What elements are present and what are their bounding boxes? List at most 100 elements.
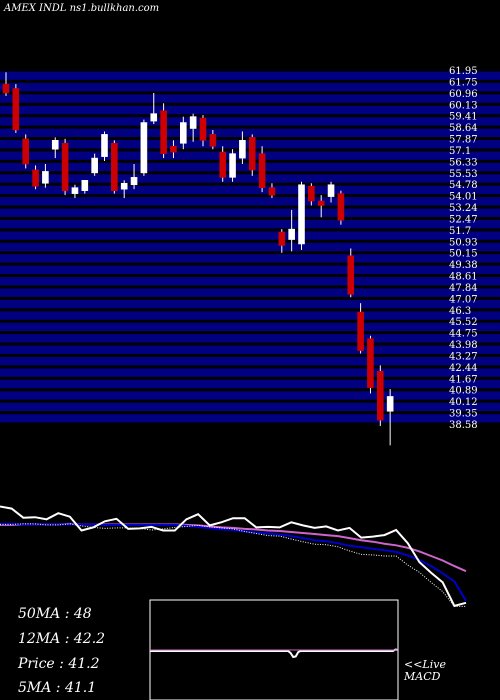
price-level-label: 57.1: [449, 146, 471, 157]
macd-label-line1: <<Live: [404, 658, 446, 671]
candlesticks: [2, 72, 394, 446]
candle-up: [386, 396, 394, 412]
candle-down: [278, 231, 286, 246]
price-stat: Price : 41.2: [18, 656, 100, 672]
price-level-label: 50.15: [449, 249, 478, 260]
candle-down: [376, 370, 384, 421]
price-band: [0, 391, 500, 400]
candle-up: [239, 140, 246, 159]
price-band: [0, 117, 500, 126]
ma5-line: [0, 523, 466, 607]
price-band: [0, 322, 500, 332]
candle-up: [150, 113, 158, 122]
ma5-stat: 5MA : 41.1: [18, 680, 97, 696]
ma12-line: [0, 522, 467, 602]
macd-line: [150, 648, 399, 659]
price-level-label: 55.53: [449, 169, 478, 180]
macd-label: <<Live MACD: [404, 659, 446, 683]
price-band: [0, 254, 500, 263]
price-band: [0, 288, 500, 297]
price-level-label: 47.84: [449, 283, 478, 294]
price-level-label: 46.3: [449, 306, 471, 317]
price-level-label: 45.52: [449, 317, 478, 328]
candle-up: [120, 182, 128, 190]
candle-up: [229, 153, 236, 178]
price-band: [0, 414, 500, 423]
price-level-label: 43.98: [449, 340, 478, 351]
price-level-label: 52.47: [449, 214, 478, 225]
price-level-label: 54.01: [449, 192, 478, 203]
price-level-label: 40.12: [449, 397, 478, 408]
candle-down: [61, 142, 69, 191]
price-band: [0, 82, 500, 92]
candle-up: [81, 179, 89, 191]
candle-up: [298, 184, 305, 245]
price-level-label: 56.33: [449, 157, 478, 168]
price-band: [0, 356, 500, 366]
price-level-label: 49.38: [449, 260, 478, 271]
price-level-label: 42.44: [449, 363, 478, 374]
price-level-label: 60.13: [449, 100, 478, 111]
price-level-label: 54.78: [449, 180, 478, 191]
macd-panel: [149, 599, 399, 700]
candle-down: [357, 311, 364, 351]
candle-down: [367, 338, 374, 388]
candle-up: [71, 187, 79, 194]
price-band: [0, 368, 500, 377]
macd-label-line2: MACD: [404, 670, 441, 683]
price-level-label: 53.24: [449, 203, 478, 214]
price-level-label: 39.35: [449, 409, 478, 420]
price-level-label: 57.87: [449, 135, 478, 146]
price-band: [0, 379, 500, 389]
candle-down: [111, 142, 118, 191]
price-band: [0, 402, 500, 412]
candle-down: [2, 83, 10, 94]
price-band: [0, 128, 500, 138]
candle-down: [308, 185, 315, 202]
candle-down: [258, 153, 266, 189]
price-level-label: 61.95: [449, 66, 478, 77]
candle-up: [101, 134, 108, 157]
price-level-label: 58.64: [449, 123, 478, 134]
price-band: [0, 277, 500, 286]
candle-down: [268, 187, 276, 196]
candle-up: [140, 122, 148, 174]
candle-up: [130, 177, 138, 186]
price-level-label: 59.41: [449, 112, 478, 123]
candle-down: [248, 137, 256, 171]
price-band: [0, 208, 500, 217]
candle-down: [219, 151, 226, 178]
price-band: [0, 219, 500, 229]
moving-average-lines: [0, 505, 467, 608]
price-band: [0, 311, 500, 320]
price-band: [0, 265, 500, 275]
candle-down: [347, 255, 355, 295]
price-level-label: 51.7: [449, 226, 471, 237]
candle-up: [180, 122, 187, 144]
price-band: [0, 345, 500, 354]
candle-down: [160, 110, 167, 154]
price-level-label: 40.89: [449, 386, 478, 397]
candle-up: [51, 140, 59, 150]
price-band: [0, 185, 500, 195]
price-band: [0, 231, 500, 240]
price-level-label: 48.61: [449, 272, 478, 283]
price-level-label: 61.75: [449, 77, 478, 88]
price-level-label: 50.93: [449, 237, 478, 248]
price-band: [0, 299, 500, 309]
price-level-label: 38.58: [449, 420, 478, 431]
price-level-labels: 61.9561.7560.9660.1359.4158.6457.8757.15…: [449, 66, 478, 431]
candle-up: [327, 184, 335, 197]
price-level-label: 60.96: [449, 89, 478, 100]
candle-down: [337, 193, 345, 221]
ma12-stat: 12MA : 42.2: [18, 631, 106, 647]
candle-down: [209, 134, 217, 147]
price-level-label: 43.27: [449, 351, 478, 362]
candle-down: [170, 145, 177, 153]
candle-down: [32, 169, 39, 187]
price-band: [0, 71, 500, 80]
candle-up: [91, 157, 98, 174]
price-level-label: 44.75: [449, 329, 478, 340]
